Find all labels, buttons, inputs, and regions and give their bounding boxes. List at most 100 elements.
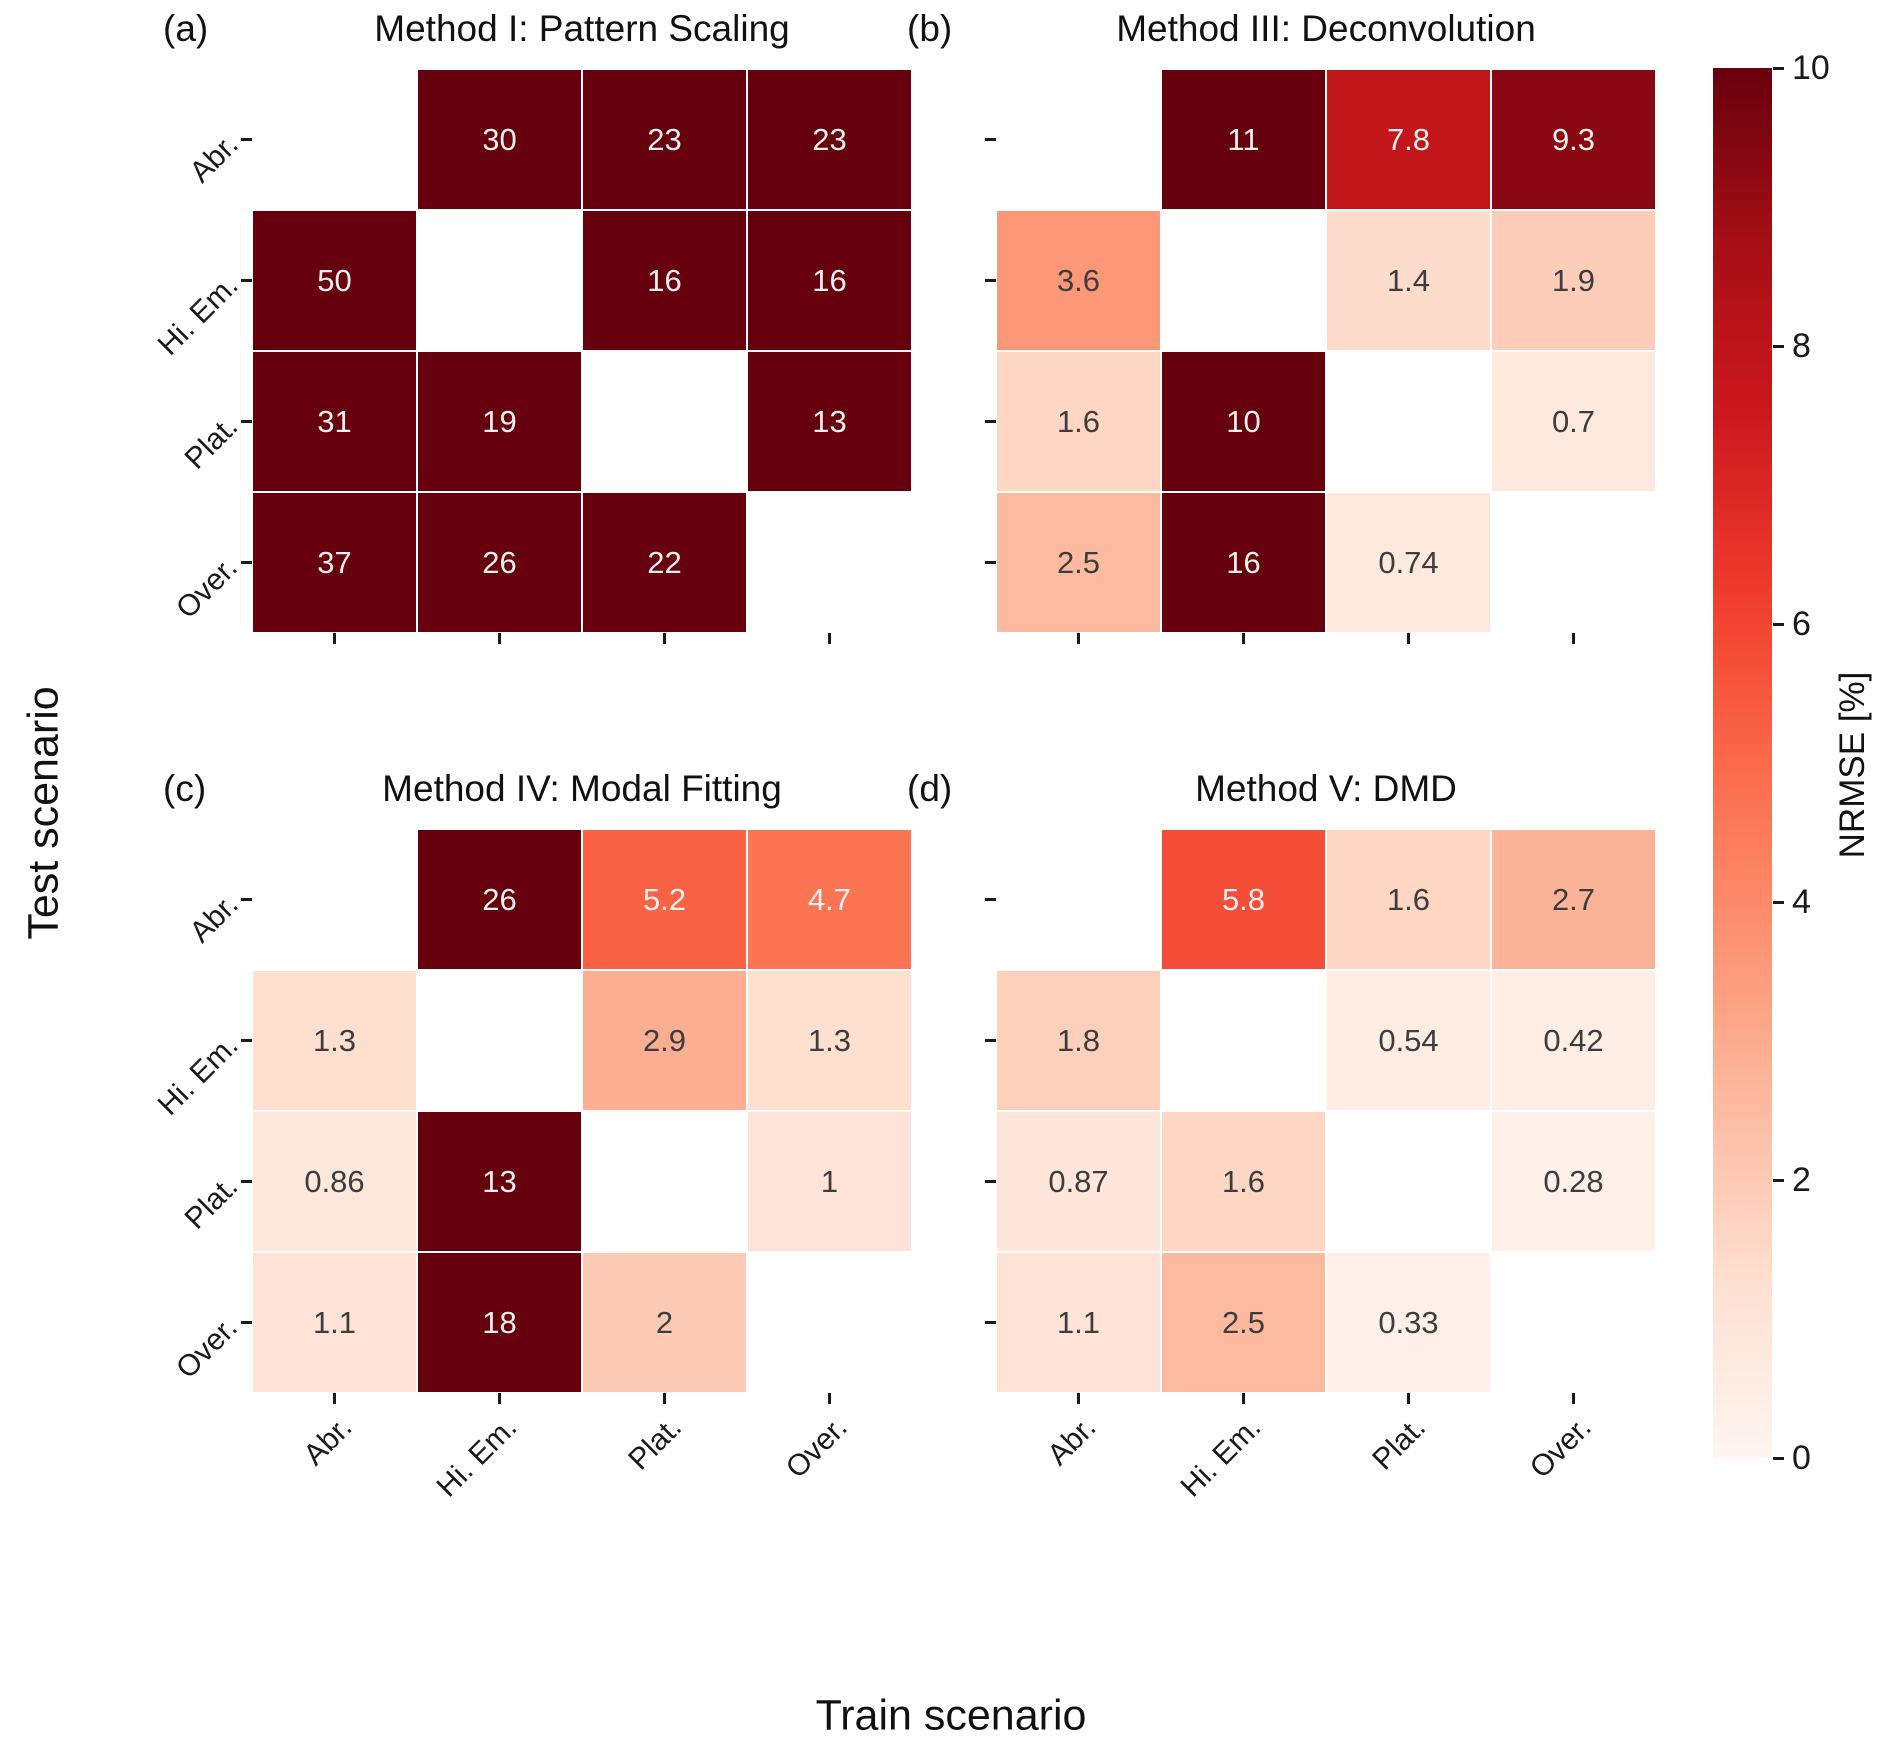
heatmap-cell (583, 1112, 746, 1251)
y-tick-mark (241, 898, 252, 901)
heatmap-cell: 5.2 (583, 830, 746, 969)
heatmap-cell: 2.5 (997, 493, 1160, 632)
heatmap-cell: 26 (418, 493, 581, 632)
heatmap-cell: 13 (748, 352, 911, 491)
y-tick-label: Plat. (178, 409, 245, 476)
heatmap-cell (997, 70, 1160, 209)
heatmap-cell: 1.1 (253, 1253, 416, 1392)
y-tick-mark (241, 138, 252, 141)
heatmap-cell: 9.3 (1492, 70, 1655, 209)
heatmap-cell (1492, 1253, 1655, 1392)
heatmap-cell: 50 (253, 211, 416, 350)
colorbar-tick-label: 10 (1792, 49, 1830, 87)
x-tick-label: Plat. (1366, 1410, 1433, 1477)
heatmap-cell: 4.7 (748, 830, 911, 969)
y-tick-mark (985, 138, 996, 141)
colorbar-tick-mark (1773, 1178, 1784, 1182)
panel-b-tag: (b) (907, 8, 953, 49)
heatmap-cell (997, 830, 1160, 969)
x-tick-mark (1077, 633, 1080, 644)
heatmap-cell: 30 (418, 70, 581, 209)
y-tick-label: Hi. Em. (151, 1028, 245, 1122)
panel-a-tag: (a) (163, 8, 209, 49)
heatmap-cell: 0.28 (1492, 1112, 1655, 1251)
heatmap-cell: 16 (1162, 493, 1325, 632)
heatmap-cell: 2.5 (1162, 1253, 1325, 1392)
heatmap-cell (1162, 211, 1325, 350)
x-tick-mark (1572, 633, 1575, 644)
heatmap-cell: 26 (418, 830, 581, 969)
y-tick-label: Abr. (183, 127, 245, 189)
y-tick-label: Abr. (183, 887, 245, 949)
colorbar-label: NRMSE [%] (1833, 671, 1872, 859)
heatmap-cell: 18 (418, 1253, 581, 1392)
heatmap-cell: 1.6 (997, 352, 1160, 491)
heatmap-cell: 11 (1162, 70, 1325, 209)
x-tick-mark (1242, 1393, 1245, 1404)
y-tick-label: Hi. Em. (151, 268, 245, 362)
heatmap-cell: 0.33 (1327, 1253, 1490, 1392)
x-tick-label: Abr. (1041, 1410, 1103, 1472)
heatmap-cell: 37 (253, 493, 416, 632)
y-tick-mark (985, 420, 996, 423)
colorbar-tick-label: 2 (1792, 1161, 1811, 1199)
heatmap-cell (583, 352, 746, 491)
heatmap-grid-c: 26 5.2 4.7 1.3 2.9 1.3 0.86 13 1 1.1 18 2 Abr. Hi. Em… (151, 830, 911, 1504)
heatmap-cell: 0.7 (1492, 352, 1655, 491)
heatmap-cell: 1.8 (997, 971, 1160, 1110)
x-tick-label: Hi. Em. (430, 1410, 524, 1504)
colorbar-tick-mark (1773, 622, 1784, 626)
heatmap-cell (1492, 493, 1655, 632)
heatmap-cell (1327, 352, 1490, 491)
x-tick-mark (333, 633, 336, 644)
x-tick-mark (1407, 1393, 1410, 1404)
heatmap-cell: 1 (748, 1112, 911, 1251)
heatmap-grid-a: 30 23 23 50 16 16 31 19 13 37 26 22 Abr. Hi. Em. Plat.… (151, 70, 911, 644)
panel-b-title: Method III: Deconvolution (1116, 8, 1536, 49)
heatmap-cell: 19 (418, 352, 581, 491)
y-tick-mark (241, 420, 252, 423)
colorbar: 10 8 6 4 2 0 (1713, 49, 1830, 1477)
x-tick-label: Over. (779, 1410, 854, 1485)
y-tick-mark (241, 1039, 252, 1042)
heatmap-cell: 0.86 (253, 1112, 416, 1251)
x-axis-label: Train scenario (815, 1691, 1087, 1740)
heatmap-cell: 0.74 (1327, 493, 1490, 632)
heatmap-cell: 23 (583, 70, 746, 209)
x-tick-mark (1242, 633, 1245, 644)
heatmap-cell: 1.3 (748, 971, 911, 1110)
heatmap-cell (748, 493, 911, 632)
y-tick-mark (985, 1321, 996, 1324)
colorbar-tick-label: 6 (1792, 605, 1811, 643)
colorbar-tick-label: 8 (1792, 327, 1811, 365)
x-tick-mark (1407, 633, 1410, 644)
heatmap-cell (418, 211, 581, 350)
panel-a-title: Method I: Pattern Scaling (374, 8, 790, 49)
y-tick-mark (985, 561, 996, 564)
heatmap-cell: 1.9 (1492, 211, 1655, 350)
x-tick-label: Plat. (622, 1410, 689, 1477)
y-tick-mark (985, 898, 996, 901)
colorbar-tick-label: 0 (1792, 1439, 1811, 1477)
panel-c: (c) Method IV: Modal Fitting 26 5.2 4.7 1.3… (151, 768, 911, 1504)
heatmap-cell: 16 (748, 211, 911, 350)
heatmap-cell: 1.4 (1327, 211, 1490, 350)
heatmap-cell: 31 (253, 352, 416, 491)
panel-c-title: Method IV: Modal Fitting (382, 768, 782, 809)
x-tick-mark (1077, 1393, 1080, 1404)
heatmap-cell: 1.1 (997, 1253, 1160, 1392)
heatmap-cell: 0.42 (1492, 971, 1655, 1110)
heatmap-cell: 10 (1162, 352, 1325, 491)
colorbar-tick-mark (1773, 900, 1784, 904)
heatmap-cell: 0.87 (997, 1112, 1160, 1251)
heatmap-cell: 0.54 (1327, 971, 1490, 1110)
heatmap-cell: 2.7 (1492, 830, 1655, 969)
y-axis-label: Test scenario (19, 686, 68, 940)
x-tick-mark (498, 633, 501, 644)
x-tick-mark (828, 1393, 831, 1404)
x-tick-mark (663, 633, 666, 644)
heatmap-cell: 3.6 (997, 211, 1160, 350)
panel-c-tag: (c) (163, 768, 207, 809)
heatmap-cell: 2 (583, 1253, 746, 1392)
